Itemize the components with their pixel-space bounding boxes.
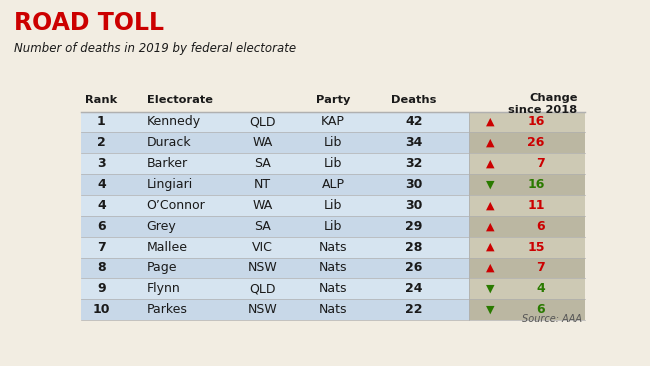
Text: 2: 2 [97,137,106,149]
Text: 4: 4 [97,178,106,191]
Text: Lingiari: Lingiari [147,178,193,191]
Text: 22: 22 [405,303,422,316]
Text: 26: 26 [405,261,422,274]
Text: 1: 1 [97,116,106,128]
Text: Barker: Barker [147,157,188,170]
Text: 42: 42 [405,116,422,128]
Text: ROAD TOLL: ROAD TOLL [14,11,164,35]
Text: 26: 26 [527,137,545,149]
Text: Nats: Nats [319,261,347,274]
FancyBboxPatch shape [81,195,469,216]
FancyBboxPatch shape [469,195,585,216]
Text: 15: 15 [527,240,545,254]
FancyBboxPatch shape [81,132,469,153]
FancyBboxPatch shape [81,174,469,195]
Text: WA: WA [252,199,273,212]
Text: Source: AAA: Source: AAA [523,314,582,324]
Text: VIC: VIC [252,240,273,254]
FancyBboxPatch shape [81,299,469,320]
Text: 24: 24 [405,282,422,295]
Text: ▼: ▼ [486,180,494,190]
Text: ALP: ALP [322,178,344,191]
Text: NSW: NSW [248,303,278,316]
Text: SA: SA [254,157,271,170]
Text: Lib: Lib [324,199,343,212]
FancyBboxPatch shape [81,237,469,258]
Text: 16: 16 [527,178,545,191]
Text: 6: 6 [536,220,545,233]
Text: 4: 4 [536,282,545,295]
Text: 10: 10 [93,303,110,316]
Text: ▲: ▲ [486,201,494,210]
Text: ▲: ▲ [486,221,494,231]
Text: Nats: Nats [319,240,347,254]
Text: 9: 9 [97,282,106,295]
FancyBboxPatch shape [469,279,585,299]
Text: 30: 30 [405,178,422,191]
Text: Party: Party [316,95,350,105]
Text: Parkes: Parkes [147,303,188,316]
Text: 7: 7 [97,240,106,254]
Text: SA: SA [254,220,271,233]
Text: NT: NT [254,178,271,191]
Text: ▼: ▼ [486,284,494,294]
Text: 4: 4 [97,199,106,212]
Text: 6: 6 [97,220,106,233]
Text: Nats: Nats [319,282,347,295]
Text: Change
since 2018: Change since 2018 [508,93,577,115]
Text: O’Connor: O’Connor [147,199,205,212]
Text: ▲: ▲ [486,242,494,252]
Text: 7: 7 [536,261,545,274]
FancyBboxPatch shape [81,216,469,237]
Text: ▲: ▲ [486,159,494,169]
Text: 7: 7 [536,157,545,170]
Text: WA: WA [252,137,273,149]
Text: Lib: Lib [324,137,343,149]
Text: NSW: NSW [248,261,278,274]
FancyBboxPatch shape [469,174,585,195]
Text: Durack: Durack [147,137,191,149]
Text: Nats: Nats [319,303,347,316]
FancyBboxPatch shape [81,112,469,132]
FancyBboxPatch shape [81,153,469,174]
Text: Deaths: Deaths [391,95,436,105]
Text: QLD: QLD [250,116,276,128]
Text: Number of deaths in 2019 by federal electorate: Number of deaths in 2019 by federal elec… [14,42,296,55]
Text: 16: 16 [527,116,545,128]
Text: Rank: Rank [85,95,118,105]
Text: 6: 6 [536,303,545,316]
FancyBboxPatch shape [81,258,469,279]
Text: Grey: Grey [147,220,177,233]
Text: 29: 29 [405,220,422,233]
Text: Kennedy: Kennedy [147,116,201,128]
Text: 30: 30 [405,199,422,212]
FancyBboxPatch shape [469,299,585,320]
Text: Page: Page [147,261,177,274]
FancyBboxPatch shape [469,132,585,153]
FancyBboxPatch shape [469,112,585,132]
Text: 11: 11 [527,199,545,212]
Text: 3: 3 [97,157,106,170]
Text: 34: 34 [405,137,422,149]
Text: KAP: KAP [321,116,345,128]
Text: QLD: QLD [250,282,276,295]
Text: ▲: ▲ [486,263,494,273]
Text: Lib: Lib [324,220,343,233]
FancyBboxPatch shape [81,279,469,299]
Text: ▲: ▲ [486,117,494,127]
FancyBboxPatch shape [469,216,585,237]
Text: 28: 28 [405,240,422,254]
Text: Lib: Lib [324,157,343,170]
Text: 32: 32 [405,157,422,170]
Text: 8: 8 [97,261,106,274]
Text: ▲: ▲ [486,138,494,148]
Text: Mallee: Mallee [147,240,188,254]
Text: Electorate: Electorate [147,95,213,105]
FancyBboxPatch shape [469,258,585,279]
Text: ▼: ▼ [486,305,494,315]
FancyBboxPatch shape [469,153,585,174]
FancyBboxPatch shape [469,237,585,258]
Text: Flynn: Flynn [147,282,181,295]
